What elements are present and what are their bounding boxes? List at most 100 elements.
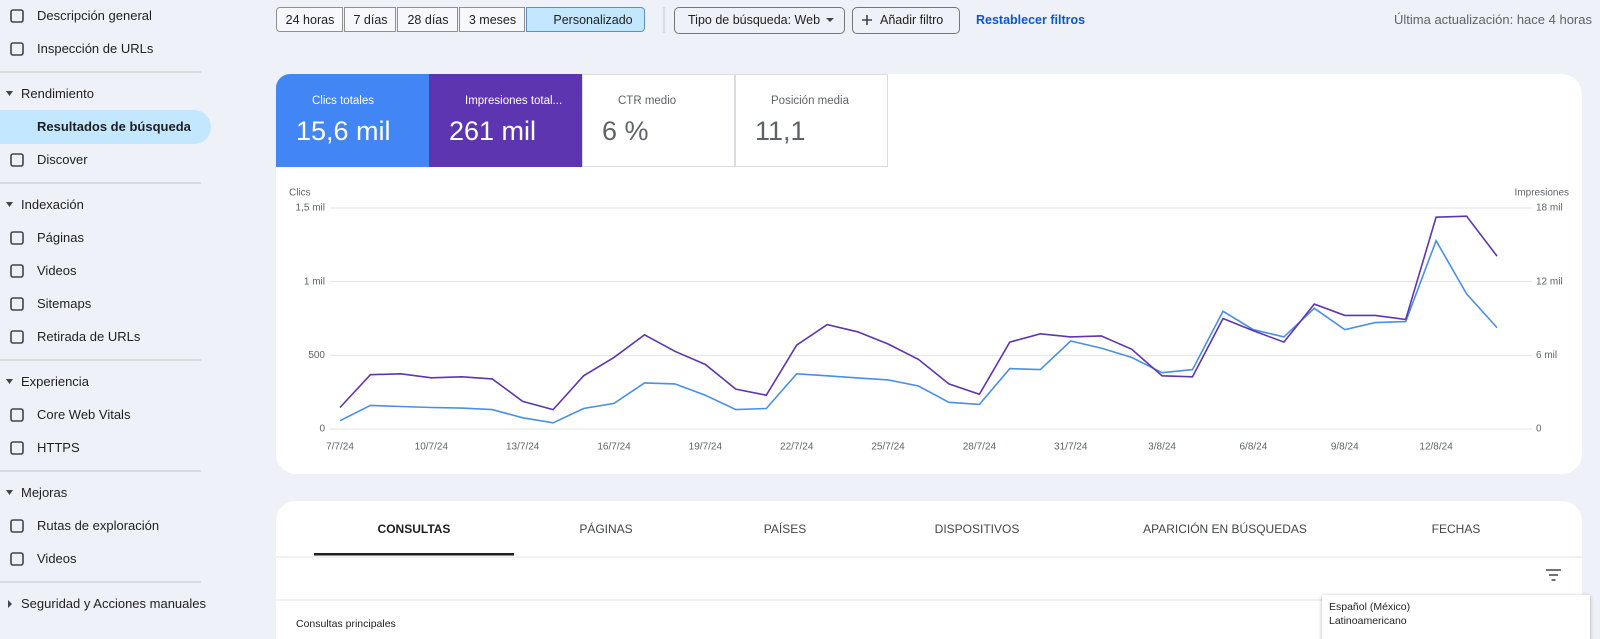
nav-section-title[interactable]: Experiencia [21, 374, 89, 389]
metric-value: 261 mil [449, 116, 537, 146]
section-caret [6, 202, 13, 207]
nav-item[interactable]: Retirada de URLs [37, 329, 141, 344]
nav-item[interactable]: HTTPS [37, 440, 80, 455]
last-update: Última actualización: hace 4 horas [1394, 12, 1592, 27]
nav-icon [10, 441, 24, 455]
metric-value: 15,6 mil [296, 116, 391, 146]
metric-card[interactable] [735, 74, 888, 167]
nav-icon [10, 153, 24, 167]
section-caret [8, 600, 12, 608]
search-type-label[interactable]: Tipo de búsqueda: Web [688, 13, 821, 27]
nav-item[interactable]: Páginas [37, 230, 84, 245]
metric-value: 11,1 [755, 116, 806, 146]
nav-icon [10, 297, 24, 311]
nav-selected [0, 110, 211, 144]
add-filter-button[interactable] [852, 7, 960, 34]
metric-label: Clics totales [312, 95, 374, 107]
x-tick-label: 16/7/24 [597, 442, 631, 453]
range-label[interactable]: 7 días [353, 13, 388, 27]
metric-label: Impresiones total... [465, 95, 563, 107]
metric-card[interactable] [429, 74, 582, 167]
range-button[interactable] [276, 7, 343, 32]
nav-item[interactable]: Core Web Vitals [37, 407, 131, 422]
reset-filters[interactable]: Restablecer filtros [976, 13, 1086, 27]
section-caret [6, 490, 13, 495]
range-label[interactable]: 3 meses [468, 13, 517, 27]
metric-card[interactable] [276, 74, 429, 167]
nav-item[interactable]: Videos [37, 263, 77, 278]
x-tick-label: 3/8/24 [1148, 442, 1176, 453]
plus-icon [862, 15, 872, 25]
nav-icon [10, 42, 24, 56]
y2-axis-title: Impresiones [1515, 188, 1569, 199]
range-button[interactable] [397, 7, 458, 32]
language-popup [1322, 595, 1590, 639]
x-tick-label: 7/7/24 [326, 442, 354, 453]
y2-tick-label: 12 mil [1536, 276, 1563, 287]
popup-line: Español (México) [1329, 601, 1411, 613]
x-tick-label: 6/8/24 [1240, 442, 1268, 453]
metric-label: Posición media [771, 95, 849, 107]
y-axis-title: Clics [289, 188, 311, 199]
nav-item[interactable]: Videos [37, 551, 77, 566]
tab[interactable]: CONSULTAS [377, 522, 451, 536]
range-button[interactable] [526, 7, 645, 32]
nav-item[interactable]: Inspección de URLs [37, 41, 154, 56]
nav-icon [10, 330, 24, 344]
nav-item[interactable]: Descripción general [37, 8, 152, 23]
dropdown-caret [826, 18, 834, 22]
y-tick-label: 1 mil [304, 276, 325, 287]
add-filter-label[interactable]: Añadir filtro [880, 13, 944, 27]
search-type-button[interactable] [674, 7, 845, 34]
nav-section-title[interactable]: Seguridad y Acciones manuales [21, 596, 207, 611]
y2-tick-label: 18 mil [1536, 203, 1563, 214]
tab[interactable]: APARICIÓN EN BÚSQUEDAS [1143, 522, 1307, 536]
tab-indicator [314, 553, 514, 556]
y-tick-label: 500 [308, 350, 325, 361]
metric-label: CTR medio [618, 95, 677, 107]
nav-icon [10, 9, 24, 23]
y-tick-label: 0 [319, 424, 325, 435]
x-tick-label: 12/8/24 [1419, 442, 1453, 453]
section-caret [6, 91, 13, 96]
x-tick-label: 25/7/24 [871, 442, 905, 453]
x-tick-label: 19/7/24 [689, 442, 723, 453]
x-tick-label: 10/7/24 [415, 442, 449, 453]
range-label[interactable]: Personalizado [553, 13, 633, 27]
nav-item[interactable]: Discover [37, 152, 88, 167]
nav-item[interactable]: Resultados de búsqueda [37, 119, 191, 134]
tab[interactable]: PÁGINAS [579, 522, 633, 536]
nav-icon [10, 408, 24, 422]
nav-section-title[interactable]: Mejoras [21, 485, 68, 500]
nav-item[interactable]: Sitemaps [37, 296, 92, 311]
y-tick-label: 1,5 mil [296, 203, 325, 214]
filter-icon [1546, 569, 1561, 581]
x-tick-label: 31/7/24 [1054, 442, 1088, 453]
x-tick-label: 13/7/24 [506, 442, 540, 453]
tab[interactable]: DISPOSITIVOS [934, 522, 1020, 536]
metric-value: 6 % [602, 116, 649, 146]
range-button[interactable] [344, 7, 396, 32]
nav-section-title[interactable]: Rendimiento [21, 86, 94, 101]
y2-tick-label: 6 mil [1536, 350, 1557, 361]
range-button[interactable] [459, 7, 525, 32]
range-label[interactable]: 24 horas [285, 13, 335, 27]
nav-icon [10, 231, 24, 245]
nav-section-title[interactable]: Indexación [21, 197, 84, 212]
x-tick-label: 9/8/24 [1331, 442, 1359, 453]
metric-card[interactable] [582, 74, 735, 167]
tab[interactable]: FECHAS [1431, 522, 1481, 536]
table-title: Consultas principales [296, 618, 396, 630]
x-tick-label: 28/7/24 [963, 442, 997, 453]
nav-item[interactable]: Rutas de exploración [37, 518, 160, 533]
x-tick-label: 22/7/24 [780, 442, 814, 453]
section-caret [6, 379, 13, 384]
series-line [339, 215, 1498, 411]
range-label[interactable]: 28 días [407, 13, 449, 27]
nav-icon [10, 264, 24, 278]
tab[interactable]: PAÍSES [763, 522, 807, 536]
